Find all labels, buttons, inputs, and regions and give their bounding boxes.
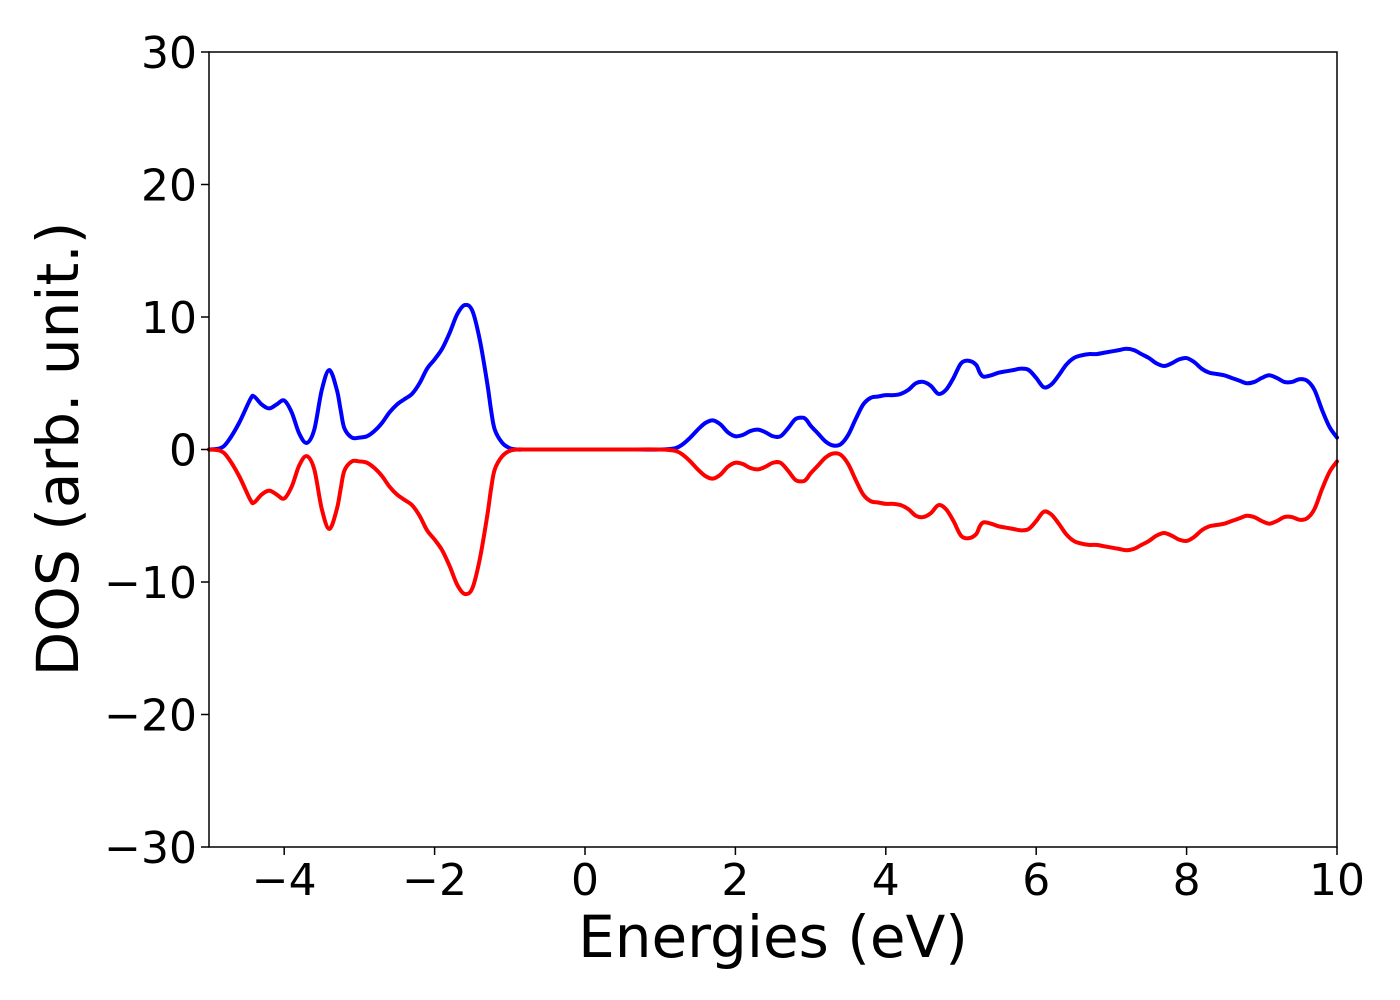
y-tick-label: −20 (104, 691, 197, 742)
y-tick-label: 30 (141, 28, 197, 79)
y-tick-label: −30 (104, 823, 197, 874)
plot-area (207, 302, 1339, 597)
y-tick-label: 10 (141, 293, 197, 344)
y-tick-label: −10 (104, 558, 197, 609)
x-tick-label: 10 (1309, 855, 1365, 906)
x-tick-label: 6 (1022, 855, 1050, 906)
x-tick-label: −4 (252, 855, 317, 906)
series-line-1 (207, 302, 1339, 452)
x-axis-label: Energies (eV) (578, 903, 968, 971)
x-tick-label: 2 (721, 855, 749, 906)
y-axis-label: DOS (arb. unit.) (24, 222, 92, 677)
x-tick-label: 0 (571, 855, 599, 906)
y-tick-label: 20 (141, 161, 197, 212)
series-line-2 (207, 447, 1339, 597)
y-axis: −30 −20 −10 0 10 20 30 (104, 28, 209, 874)
x-tick-label: −2 (402, 855, 467, 906)
x-axis: −4 −2 0 2 4 6 8 10 (252, 847, 1365, 906)
axes-frame (208, 51, 1338, 848)
x-tick-label: 4 (872, 855, 900, 906)
x-tick-label: 8 (1173, 855, 1201, 906)
y-tick-label: 0 (169, 426, 197, 477)
